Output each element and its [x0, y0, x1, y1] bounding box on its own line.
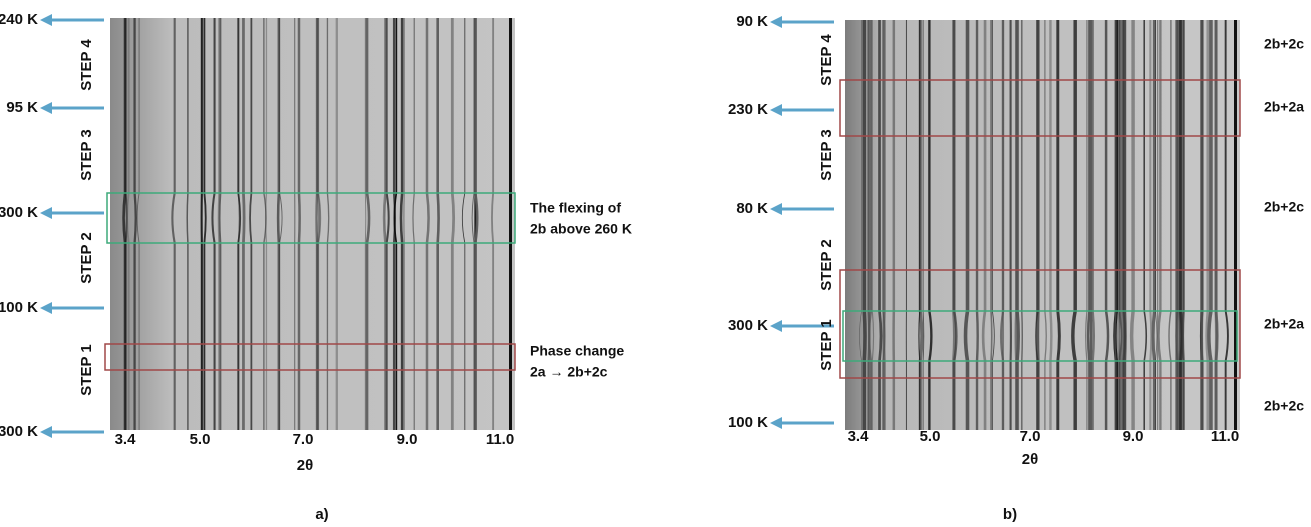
step-label: STEP 2: [78, 232, 95, 283]
stripe: [966, 20, 968, 430]
stripe: [219, 18, 220, 430]
annotation: The flexing of: [530, 200, 621, 216]
x-tick-label: 9.0: [397, 431, 418, 448]
edge-bar: [509, 18, 512, 430]
stripe: [869, 20, 870, 430]
panels: 240 K 95 K 300 K 100 K 300 K STEP 4 STEP 3 STEP…: [0, 11, 1304, 523]
phase-label: 2b+2c: [1264, 199, 1304, 215]
stripe: [880, 20, 881, 430]
step-label: STEP 2: [818, 239, 835, 290]
phase-label: 2b+2a: [1264, 99, 1304, 115]
stripe: [920, 20, 922, 430]
annotation: Phase change: [530, 343, 624, 359]
step-label: STEP 3: [78, 129, 95, 180]
x-tick-label: 3.4: [115, 431, 137, 448]
step-label: STEP 4: [818, 34, 835, 86]
x-tick-label: 11.0: [1211, 428, 1239, 445]
stripe: [318, 18, 319, 430]
caption: b): [1003, 506, 1017, 523]
temperature-label: 90 K: [736, 13, 768, 30]
x-tick-label: 5.0: [920, 428, 941, 445]
x-axis-label: 2θ: [1022, 451, 1038, 468]
phase-label: 2b+2c: [1264, 398, 1304, 414]
arrow-head: [40, 302, 52, 314]
stripe: [278, 18, 279, 430]
step-label: STEP 4: [78, 39, 95, 91]
annotation: 2b above 260 K: [530, 221, 632, 237]
temperature-label: 95 K: [6, 99, 38, 116]
stripe: [401, 18, 402, 430]
stripe: [991, 20, 992, 430]
stripe: [1121, 20, 1122, 430]
stripe: [864, 20, 865, 430]
edge-bar: [1234, 20, 1237, 430]
stripe: [1183, 20, 1184, 430]
stripe: [299, 18, 300, 430]
x-axis-label: 2θ: [297, 457, 313, 474]
arrow-head: [40, 426, 52, 438]
phase-label: 2b+2c: [1264, 36, 1304, 52]
arrow-head: [40, 102, 52, 114]
x-tick-label: 7.0: [1020, 428, 1041, 445]
arrow-head: [40, 207, 52, 219]
stripe: [135, 18, 136, 430]
step-label: STEP 3: [818, 129, 835, 180]
temperature-label: 300 K: [0, 204, 38, 221]
stripe: [1058, 20, 1060, 430]
stripe: [1050, 20, 1051, 430]
temperature-label: 300 K: [728, 317, 768, 334]
caption: a): [315, 506, 328, 523]
panel: 240 K 95 K 300 K 100 K 300 K STEP 4 STEP 3 STEP…: [0, 11, 632, 523]
temperature-label: 100 K: [0, 299, 38, 316]
stripe: [1153, 20, 1154, 430]
arrow-head: [770, 417, 782, 429]
x-tick-label: 11.0: [486, 431, 514, 448]
stripe: [1207, 20, 1208, 430]
x-tick-label: 3.4: [848, 428, 870, 445]
x-tick-label: 7.0: [293, 431, 314, 448]
stripe: [438, 18, 439, 430]
stripe: [977, 20, 978, 430]
temperature-label: 80 K: [736, 200, 768, 217]
x-tick-label: 5.0: [190, 431, 211, 448]
stripe: [452, 18, 453, 430]
stripe: [1216, 20, 1218, 430]
arrow-head: [770, 16, 782, 28]
step-label: STEP 1: [78, 344, 95, 395]
arrow-head: [770, 203, 782, 215]
temperature-label: 240 K: [0, 11, 38, 28]
stripe: [187, 18, 188, 430]
figure: 240 K 95 K 300 K 100 K 300 K STEP 4 STEP 3 STEP…: [0, 0, 1311, 527]
stripe: [243, 18, 244, 430]
phase-label: 2b+2a: [1264, 316, 1304, 332]
temperature-label: 300 K: [0, 423, 38, 440]
panel: 90 K 230 K 80 K 300 K 100 K STEP 4 STEP 3 STEP …: [728, 13, 1304, 523]
temperature-label: 230 K: [728, 101, 768, 118]
step-label: STEP 1: [818, 319, 835, 370]
temperature-label: 100 K: [728, 414, 768, 431]
arrow-head: [770, 104, 782, 116]
stripe: [1093, 20, 1094, 430]
stripe: [1132, 20, 1133, 430]
stripe: [1088, 20, 1089, 430]
arrow-head: [770, 320, 782, 332]
arrow-head: [40, 14, 52, 26]
x-tick-label: 9.0: [1123, 428, 1144, 445]
stripe: [1017, 20, 1018, 430]
annotation: 2a → 2b+2c: [530, 364, 608, 380]
stripe: [1150, 20, 1151, 430]
